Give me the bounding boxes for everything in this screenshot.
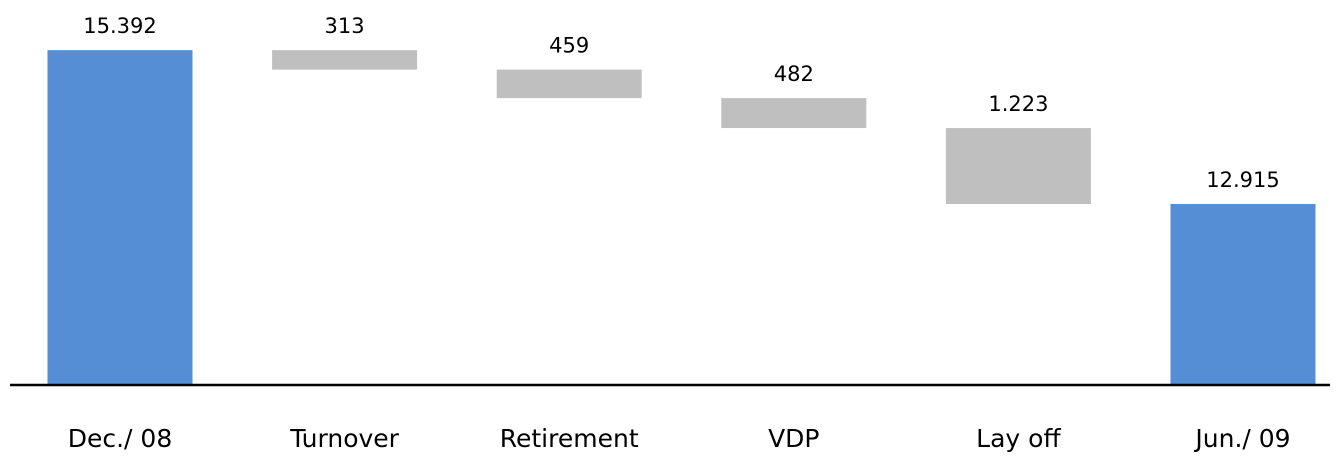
x-tick-label: Dec./ 08 xyxy=(68,424,173,453)
x-tick-label: Turnover xyxy=(289,424,399,453)
value-label: 482 xyxy=(774,62,814,86)
value-label: 15.392 xyxy=(83,14,156,38)
value-label: 313 xyxy=(325,14,365,38)
bar xyxy=(47,50,193,385)
bar xyxy=(1170,203,1316,385)
x-tick-label: VDP xyxy=(768,424,819,453)
bar xyxy=(945,128,1091,204)
x-tick-label: Jun./ 09 xyxy=(1193,424,1290,453)
x-tick-label: Retirement xyxy=(500,424,639,453)
bar xyxy=(721,98,867,129)
value-label: 12.915 xyxy=(1206,168,1279,192)
x-tick-label: Lay off xyxy=(976,424,1061,453)
bar xyxy=(272,50,418,70)
value-label: 459 xyxy=(549,34,589,58)
bar xyxy=(496,69,642,99)
value-label: 1.223 xyxy=(988,92,1048,116)
